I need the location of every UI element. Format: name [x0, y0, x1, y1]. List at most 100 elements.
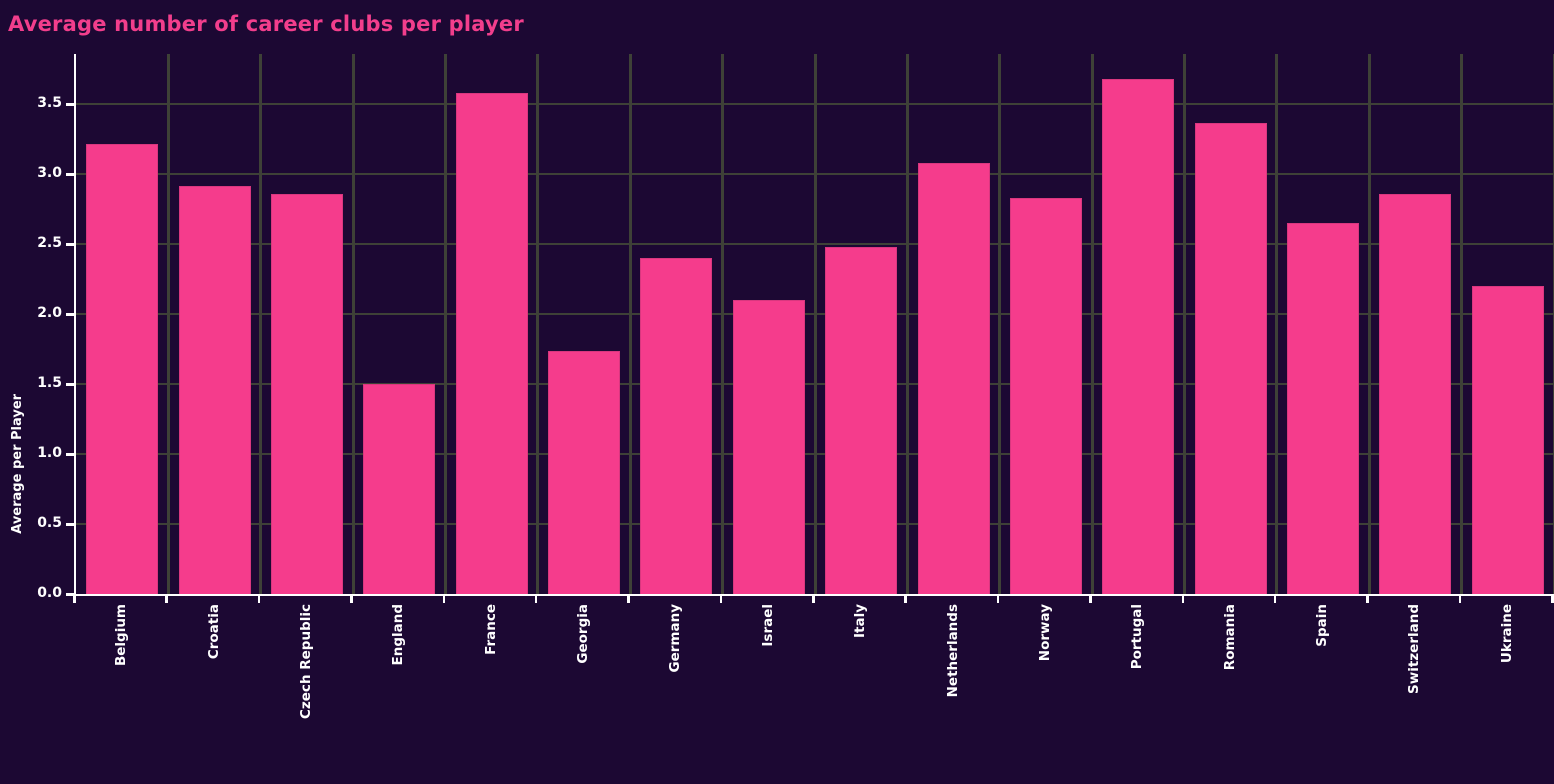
x-label-italy: Italy	[852, 604, 868, 638]
x-label-text: Georgia	[575, 604, 592, 664]
bar-switzerland	[1379, 193, 1452, 594]
x-tick-boundary-11	[1089, 596, 1092, 603]
bar-israel	[732, 300, 805, 594]
y-tick-1.0	[66, 453, 74, 456]
gridline-x-boundary-15	[1460, 54, 1464, 594]
x-label-ukraine: Ukraine	[1499, 604, 1515, 663]
bar-england	[363, 384, 436, 594]
x-label-england: England	[390, 604, 406, 666]
x-label-text: Switzerland	[1406, 604, 1423, 694]
bar-france	[455, 93, 528, 594]
x-label-text: Netherlands	[944, 604, 961, 698]
y-tick-3.0	[66, 173, 74, 176]
x-tick-boundary-0	[73, 596, 76, 603]
gridline-x-boundary-10	[998, 54, 1002, 594]
bar-netherlands	[917, 163, 990, 594]
bar-czech-republic	[270, 193, 343, 594]
x-tick-boundary-3	[350, 596, 353, 603]
x-tick-boundary-4	[442, 596, 445, 603]
x-tick-boundary-8	[812, 596, 815, 603]
y-tick-label-2.5: 2.5	[37, 235, 62, 252]
x-label-text: Belgium	[113, 604, 130, 667]
gridline-x-boundary-11	[1090, 54, 1094, 594]
x-label-portugal: Portugal	[1129, 604, 1145, 669]
x-tick-boundary-1	[165, 596, 168, 603]
y-tick-0.5	[66, 523, 74, 526]
x-label-croatia: Croatia	[206, 604, 222, 659]
gridline-x-boundary-3	[351, 54, 355, 594]
gridline-x-boundary-14	[1367, 54, 1371, 594]
x-label-text: Czech Republic	[297, 604, 314, 719]
y-tick-label-1.5: 1.5	[37, 375, 62, 392]
gridline-x-boundary-1	[166, 54, 170, 594]
y-tick-label-0.5: 0.5	[37, 515, 62, 532]
x-tick-boundary-7	[719, 596, 723, 603]
bar-portugal	[1102, 79, 1175, 594]
gridline-x-boundary-12	[1183, 54, 1186, 594]
bar-ukraine	[1471, 286, 1544, 594]
x-label-text: Italy	[852, 604, 869, 639]
bar-belgium	[86, 143, 159, 594]
x-label-norway: Norway	[1037, 604, 1053, 661]
gridline-x-boundary-5	[536, 54, 540, 594]
chart-title: Average number of career clubs per playe…	[8, 12, 524, 36]
gridline-x-boundary-7	[721, 54, 725, 594]
gridline-x-boundary-2	[259, 54, 263, 594]
x-label-romania: Romania	[1222, 604, 1238, 670]
gridline-x-boundary-8	[813, 54, 817, 594]
x-tick-boundary-10	[996, 596, 1000, 603]
x-tick-boundary-15	[1458, 596, 1462, 603]
bar-spain	[1287, 223, 1360, 594]
bar-italy	[825, 247, 898, 594]
gridline-x-boundary-13	[1275, 54, 1279, 594]
x-tick-boundary-2	[257, 596, 261, 603]
x-label-text: Ukraine	[1498, 604, 1515, 664]
bar-norway	[1009, 198, 1082, 594]
y-tick-2.0	[66, 313, 74, 316]
y-axis-title: Average per Player	[10, 394, 25, 534]
y-tick-label-1.0: 1.0	[37, 445, 62, 462]
y-tick-label-0.0: 0.0	[37, 585, 62, 601]
bar-germany	[640, 258, 713, 594]
x-label-czech-republic: Czech Republic	[298, 604, 314, 719]
gridline-x-boundary-4	[444, 54, 447, 594]
bar-romania	[1194, 122, 1267, 594]
gridline-x-boundary-9	[905, 54, 909, 594]
x-tick-boundary-14	[1366, 596, 1369, 603]
x-label-text: Romania	[1221, 604, 1238, 671]
x-label-netherlands: Netherlands	[945, 604, 961, 697]
x-label-text: Portugal	[1129, 604, 1146, 670]
x-label-text: Israel	[759, 604, 776, 647]
x-tick-boundary-6	[627, 596, 630, 603]
x-label-switzerland: Switzerland	[1406, 604, 1422, 694]
y-axis-title-text: Average per Player	[10, 393, 25, 534]
x-label-france: France	[483, 604, 499, 655]
x-label-belgium: Belgium	[113, 604, 129, 666]
x-tick-boundary-5	[534, 596, 538, 603]
x-label-text: Germany	[667, 604, 684, 673]
x-tick-boundary-12	[1181, 596, 1184, 603]
y-tick-2.5	[66, 243, 74, 246]
x-label-spain: Spain	[1314, 604, 1330, 647]
y-tick-label-3.5: 3.5	[37, 95, 62, 112]
x-label-text: Spain	[1314, 604, 1331, 647]
plot-area	[74, 54, 1554, 596]
x-label-georgia: Georgia	[575, 604, 591, 664]
y-tick-0.0	[66, 593, 74, 596]
x-label-text: Norway	[1036, 604, 1053, 662]
gridline-x-boundary-6	[628, 54, 632, 594]
x-label-text: England	[390, 604, 407, 666]
y-tick-3.5	[66, 103, 74, 106]
x-tick-boundary-13	[1273, 596, 1277, 603]
bar-georgia	[548, 350, 621, 594]
y-tick-label-2.0: 2.0	[37, 305, 62, 322]
x-label-israel: Israel	[760, 604, 776, 647]
x-tick-boundary-16	[1551, 596, 1554, 603]
bar-croatia	[178, 185, 251, 594]
x-label-text: France	[482, 604, 499, 655]
x-tick-boundary-9	[904, 596, 907, 603]
y-tick-label-3.0: 3.0	[37, 165, 62, 182]
y-tick-1.5	[66, 383, 74, 386]
x-label-text: Croatia	[205, 604, 222, 660]
